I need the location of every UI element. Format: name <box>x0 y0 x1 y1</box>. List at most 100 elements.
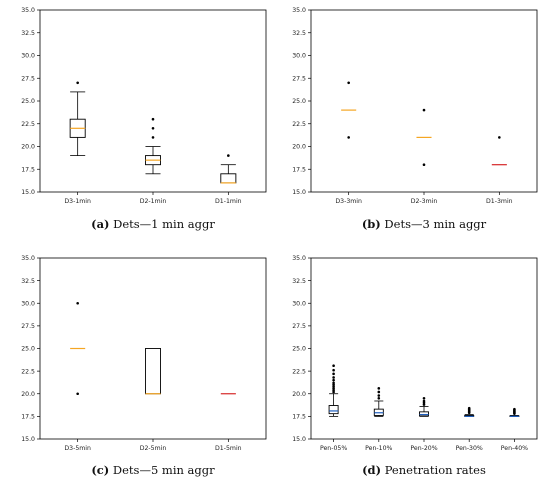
outlier-point <box>332 381 335 385</box>
x-tick-label: D2-3min <box>411 198 438 205</box>
box-D1-1min <box>220 154 237 184</box>
y-tick-label: 15.0 <box>21 189 35 196</box>
box-D3-5min <box>70 301 86 396</box>
outlier-point <box>377 394 381 397</box>
caption-text: Dets—5 min aggr <box>109 463 215 477</box>
box-D2-1min <box>145 117 161 175</box>
outlier-point <box>513 407 516 411</box>
outlier-point <box>377 396 381 400</box>
caption-text: Dets—3 min aggr <box>381 217 487 231</box>
y-tick-label: 27.5 <box>21 323 35 330</box>
x-tick-label: Pen-05% <box>320 445 347 452</box>
outlier-point <box>422 401 426 405</box>
outlier-point <box>151 117 155 121</box>
outlier-point <box>332 390 335 394</box>
outlier-point <box>332 376 335 379</box>
caption-label: (a) <box>91 217 109 231</box>
caption-text: Penetration rates <box>381 463 486 477</box>
outlier-point <box>332 368 335 372</box>
y-tick-label: 35.0 <box>21 255 35 262</box>
y-tick-label: 27.5 <box>292 75 306 82</box>
y-tick-label: 25.0 <box>21 346 35 353</box>
y-tick-label: 32.5 <box>21 278 35 285</box>
panel-caption: (c) Dets—5 min aggr <box>91 463 215 477</box>
box-Pen-30% <box>464 406 475 417</box>
box-D2-5min <box>145 348 161 395</box>
x-tick-label: D2-5min <box>140 445 167 452</box>
x-tick-label: D3-3min <box>335 198 362 205</box>
y-tick-label: 35.0 <box>292 255 306 262</box>
y-tick-label: 25.0 <box>292 98 306 105</box>
outlier-point <box>377 387 381 390</box>
iqr-box <box>419 411 429 417</box>
outlier-point <box>422 399 426 403</box>
iqr-box <box>220 173 237 184</box>
box-D2-3min <box>416 108 432 166</box>
outlier-point <box>332 372 335 376</box>
outlier-point <box>498 136 501 139</box>
y-tick-label: 20.0 <box>21 144 35 151</box>
y-tick-label: 32.5 <box>292 278 306 285</box>
outlier-point <box>227 154 230 157</box>
y-tick-label: 32.5 <box>292 30 306 37</box>
outlier-point <box>151 127 155 130</box>
panel-a: 15.0 17.5 20.0 22.5 25.0 27.5 30.0 32.5 35.0 D3-1… <box>21 7 267 231</box>
iqr-box <box>328 405 339 415</box>
y-tick-label: 15.0 <box>292 436 306 443</box>
outlier-point <box>422 403 426 406</box>
outlier-point <box>377 390 381 394</box>
panel-caption: (d) Penetration rates <box>362 463 486 477</box>
y-tick-label: 20.0 <box>21 391 35 398</box>
outlier-point <box>332 364 335 367</box>
caption-label: (b) <box>362 217 381 231</box>
y-tick-label: 17.5 <box>21 166 35 173</box>
x-tick-label: D3-5min <box>64 445 91 452</box>
y-tick-label: 15.0 <box>21 436 35 443</box>
x-tick-label: D2-1min <box>140 198 167 205</box>
x-tick-label: D1-3min <box>486 198 513 205</box>
y-tick-label: 30.0 <box>292 300 306 307</box>
outlier-point <box>332 383 335 387</box>
x-tick-label: D3-1min <box>64 198 91 205</box>
x-tick-label: Pen-20% <box>410 445 437 452</box>
box-Pen-10% <box>373 387 384 417</box>
y-tick-label: 30.0 <box>292 53 306 60</box>
x-tick-label: Pen-30% <box>456 445 483 452</box>
y-tick-label: 17.5 <box>292 414 306 421</box>
outlier-point <box>422 108 426 112</box>
outlier-point <box>76 81 79 85</box>
x-tick-label: Pen-40% <box>501 445 528 452</box>
y-tick-label: 22.5 <box>21 368 35 375</box>
y-tick-label: 25.0 <box>292 346 306 353</box>
caption-label: (d) <box>362 463 381 477</box>
outlier-point <box>347 136 350 139</box>
outlier-point <box>422 163 426 166</box>
outlier-point <box>332 387 335 390</box>
y-tick-label: 30.0 <box>21 53 35 60</box>
y-tick-label: 22.5 <box>21 121 35 128</box>
panel-b: 15.0 17.5 20.0 22.5 25.0 27.5 30.0 32.5 35.0 D3-3… <box>292 7 538 231</box>
panel-caption: (a) Dets—1 min aggr <box>91 217 215 231</box>
x-tick-label: D1-5min <box>215 445 242 452</box>
panel-d: 15.0 17.5 20.0 22.5 25.0 27.5 30.0 32.5 35.0 Pen-… <box>292 255 538 477</box>
outlier-point <box>332 385 335 388</box>
x-tick-label: Pen-10% <box>365 445 392 452</box>
y-tick-label: 25.0 <box>21 98 35 105</box>
y-tick-label: 35.0 <box>292 7 306 14</box>
outlier-point <box>332 388 335 392</box>
y-tick-label: 20.0 <box>292 144 306 151</box>
outlier-point <box>76 392 79 396</box>
y-tick-label: 15.0 <box>292 189 306 196</box>
y-tick-label: 20.0 <box>292 391 306 398</box>
y-tick-label: 30.0 <box>21 300 35 307</box>
caption-label: (c) <box>91 463 109 477</box>
x-tick-label: D1-1min <box>215 198 242 205</box>
box-D3-1min <box>69 81 86 157</box>
panel-c: 15.0 17.5 20.0 22.5 25.0 27.5 30.0 32.5 35.0 D3-5… <box>21 255 267 477</box>
y-tick-label: 32.5 <box>21 30 35 37</box>
y-tick-label: 27.5 <box>21 75 35 82</box>
y-tick-label: 22.5 <box>292 368 306 375</box>
box-Pen-05% <box>328 364 339 417</box>
outlier-point <box>422 396 426 400</box>
